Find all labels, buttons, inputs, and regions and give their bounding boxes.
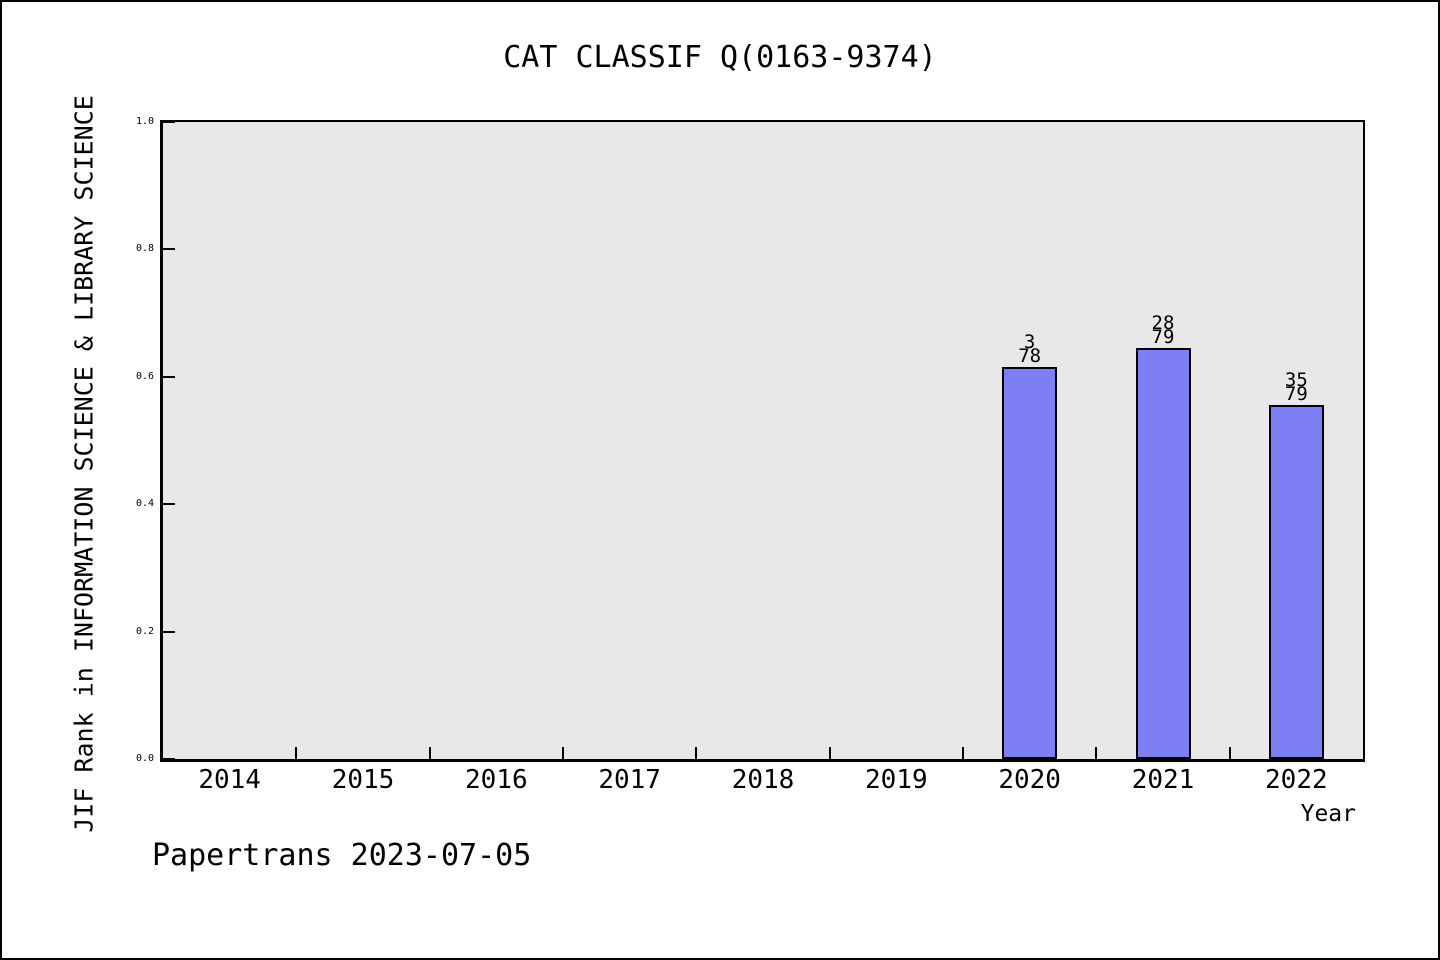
plot-area: 3 78 28 79 35 79 xyxy=(160,120,1365,762)
bar-value-line: 3 xyxy=(1023,330,1036,353)
x-tick-label: 2018 xyxy=(731,765,795,795)
x-tick-mark xyxy=(828,747,831,759)
bar-2021 xyxy=(1135,348,1191,759)
x-tick-label: 2021 xyxy=(1131,765,1195,795)
y-tick-mark xyxy=(163,503,175,506)
y-tick-mark xyxy=(163,630,175,633)
x-axis-label: Year xyxy=(1300,801,1356,827)
y-tick-mark xyxy=(163,248,175,251)
y-tick-label: 0.8 xyxy=(135,243,154,255)
bar-value-line: 35 xyxy=(1284,368,1308,391)
bar-value-line: 79 xyxy=(1284,382,1308,405)
y-tick-mark xyxy=(163,758,175,760)
bar-value-line: 78 xyxy=(1018,344,1042,367)
y-tick-label: 0.6 xyxy=(135,370,154,382)
x-tick-label: 2014 xyxy=(198,765,261,795)
bar-value-label: 35 79 xyxy=(1284,368,1308,405)
bar-value-label: 28 79 xyxy=(1151,312,1175,349)
y-tick-label: 0.2 xyxy=(135,625,154,637)
y-tick-label: 1.0 xyxy=(135,116,154,127)
x-tick-mark xyxy=(428,747,431,759)
y-tick-label: 0.0 xyxy=(135,753,154,764)
y-tick-label: 0.4 xyxy=(135,498,154,510)
y-tick-mark xyxy=(163,375,175,378)
y-tick-mark xyxy=(163,121,175,123)
x-tick-label: 2022 xyxy=(1265,765,1328,795)
x-tick-mark xyxy=(295,747,298,759)
bar-value-line: 79 xyxy=(1151,326,1175,349)
x-tick-label: 2019 xyxy=(865,765,928,795)
x-tick-mark xyxy=(1228,747,1231,759)
x-tick-mark xyxy=(562,747,564,759)
bar-2022 xyxy=(1268,404,1324,759)
footer-watermark: Papertrans 2023-07-05 xyxy=(152,838,532,873)
bar-2020 xyxy=(1002,366,1058,759)
x-tick-label: 2016 xyxy=(465,765,528,795)
y-axis-label: JIF Rank in INFORMATION SCIENCE & LIBRAR… xyxy=(69,95,99,833)
x-tick-mark xyxy=(1095,747,1098,759)
chart-title: CAT CLASSIF Q(0163-9374) xyxy=(503,40,937,75)
x-tick-mark xyxy=(962,747,964,759)
bar-value-label: 3 78 xyxy=(1018,330,1042,367)
x-tick-label: 2020 xyxy=(998,765,1061,795)
bar-value-line: 28 xyxy=(1151,312,1175,335)
x-tick-label: 2015 xyxy=(331,765,395,795)
x-tick-label: 2017 xyxy=(598,765,661,795)
x-tick-mark xyxy=(695,747,698,759)
